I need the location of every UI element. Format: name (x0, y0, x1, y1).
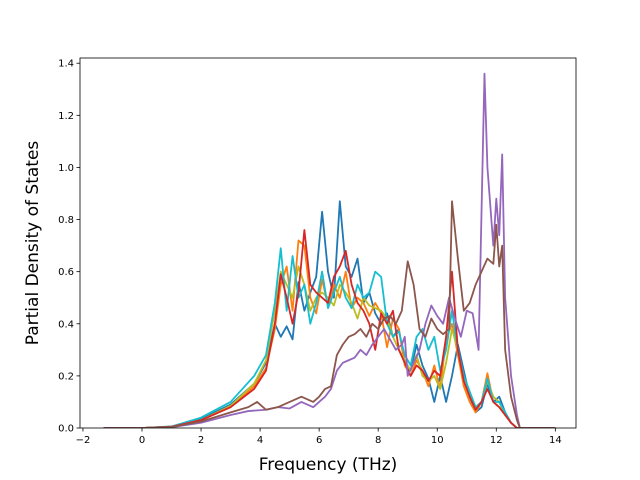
axes-frame (79, 57, 577, 429)
x-tick-label: 14 (549, 435, 562, 446)
y-tick-label: 0.6 (58, 267, 74, 278)
x-tick-label: 10 (431, 435, 444, 446)
x-tick-label: 12 (490, 435, 503, 446)
y-tick-label: 0.2 (58, 371, 74, 382)
y-tick-label: 1.0 (58, 163, 74, 174)
x-axis-label: Frequency (THz) (259, 455, 398, 475)
series-lines (103, 72, 556, 428)
y-axis-ticks: 0.0 0.2 0.4 0.6 0.8 1.0 1.2 1.4 (58, 59, 80, 435)
x-tick-label: 2 (198, 435, 204, 446)
y-axis-label: Partial Density of States (23, 141, 43, 346)
series-line-1 (103, 200, 556, 428)
series-line-3 (103, 265, 556, 428)
y-tick-label: 1.2 (58, 111, 74, 122)
x-axis-ticks: −2 0 2 4 6 8 10 12 14 (76, 428, 562, 446)
series-line-2 (103, 239, 556, 428)
x-tick-label: −2 (76, 435, 91, 446)
x-tick-label: 6 (316, 435, 322, 446)
y-tick-label: 0.8 (58, 215, 74, 226)
series-line-6 (103, 72, 556, 428)
series-line-5 (103, 229, 556, 428)
x-tick-label: 8 (375, 435, 381, 446)
y-tick-label: 0.4 (58, 319, 74, 330)
y-tick-label: 1.4 (58, 59, 74, 70)
y-tick-label: 0.0 (58, 424, 74, 435)
x-tick-label: 0 (139, 435, 145, 446)
x-tick-label: 4 (257, 435, 263, 446)
series-line-7 (103, 200, 556, 428)
series-line-4 (103, 247, 556, 428)
